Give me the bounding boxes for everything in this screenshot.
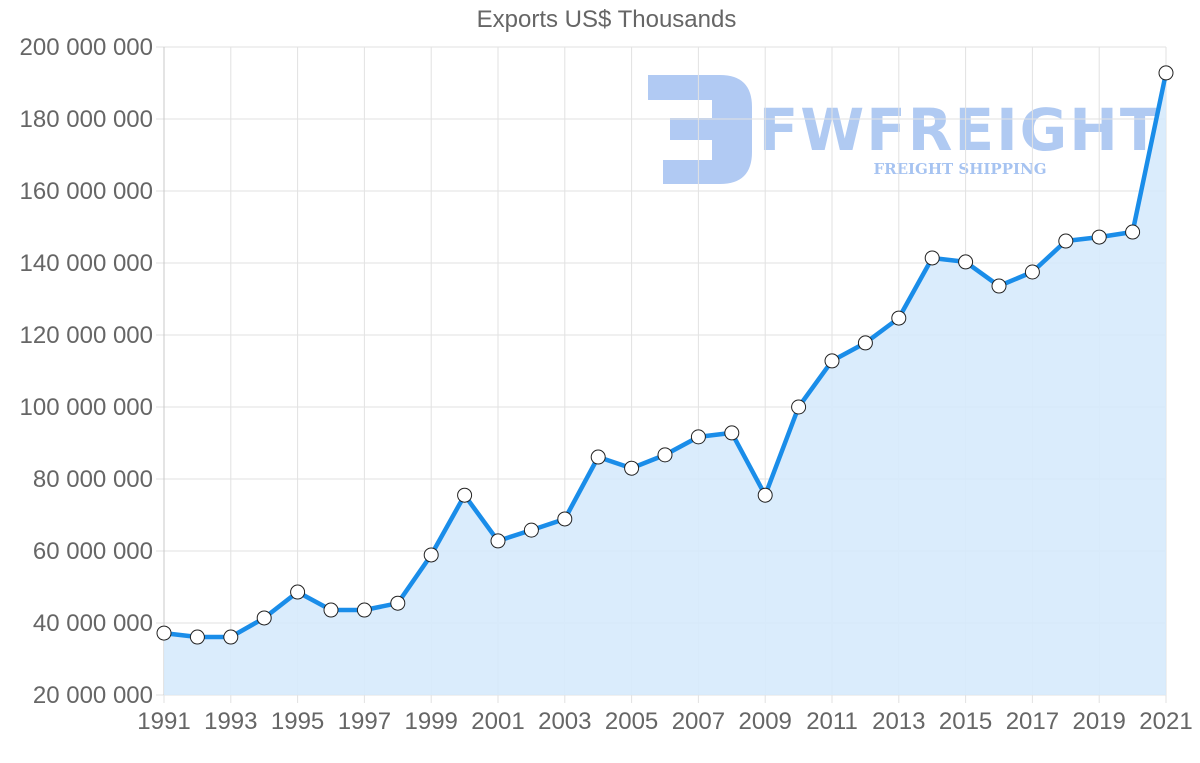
y-tick-label: 160 000 000 — [20, 178, 153, 205]
x-tick-label: 1999 — [405, 708, 458, 735]
x-tick-label: 1993 — [204, 708, 257, 735]
data-point — [356, 602, 372, 618]
data-point — [690, 429, 706, 445]
data-point — [724, 425, 740, 441]
y-tick-label: 200 000 000 — [20, 34, 153, 61]
x-tick-label: 2021 — [1139, 708, 1192, 735]
watermark-tagline: FREIGHT SHIPPING — [873, 160, 1046, 178]
data-point — [457, 487, 473, 503]
data-point — [490, 533, 506, 549]
data-point — [1024, 264, 1040, 280]
x-tick-label: 2013 — [872, 708, 925, 735]
data-point — [991, 278, 1007, 294]
data-point — [1125, 224, 1141, 240]
y-tick-label: 140 000 000 — [20, 250, 153, 277]
data-point — [557, 511, 573, 527]
area-fill — [164, 72, 1166, 695]
data-point — [1158, 65, 1174, 81]
data-point — [657, 447, 673, 463]
area-fill-path — [164, 72, 1166, 695]
data-point — [1058, 233, 1074, 249]
data-point — [390, 595, 406, 611]
x-tick-label: 2003 — [538, 708, 591, 735]
y-tick-label: 80 000 000 — [33, 466, 153, 493]
data-point — [757, 487, 773, 503]
data-point — [924, 250, 940, 266]
data-point — [824, 353, 840, 369]
x-tick-label: 2009 — [739, 708, 792, 735]
y-tick-label: 100 000 000 — [20, 394, 153, 421]
data-point — [290, 584, 306, 600]
data-point — [189, 629, 205, 645]
data-point — [256, 610, 272, 626]
x-axis-labels: 1991 1993 1995 1997 1999 2001 2003 2005 2007 2009… — [137, 708, 1192, 735]
data-point — [523, 522, 539, 538]
data-point — [590, 449, 606, 465]
y-tick-label: 120 000 000 — [20, 322, 153, 349]
x-tick-label: 2005 — [605, 708, 658, 735]
y-tick-label: 40 000 000 — [33, 610, 153, 637]
data-point — [791, 399, 807, 415]
x-tick-label: 2017 — [1006, 708, 1059, 735]
x-tick-label: 2019 — [1073, 708, 1126, 735]
x-tick-label: 2001 — [471, 708, 524, 735]
x-tick-label: 1995 — [271, 708, 324, 735]
data-point — [958, 254, 974, 270]
data-point — [223, 629, 239, 645]
x-tick-label: 2015 — [939, 708, 992, 735]
data-point — [857, 335, 873, 351]
y-tick-label: 180 000 000 — [20, 106, 153, 133]
logo-mark-icon — [648, 75, 752, 184]
x-tick-label: 1997 — [338, 708, 391, 735]
data-point — [423, 547, 439, 563]
x-tick-label: 2007 — [672, 708, 725, 735]
x-tick-label: 1991 — [137, 708, 190, 735]
y-tick-label: 20 000 000 — [33, 682, 153, 709]
x-tick-label: 2011 — [806, 708, 858, 735]
watermark-brand: FWFREIGHT — [759, 96, 1162, 164]
y-tick-label: 60 000 000 — [33, 538, 153, 565]
data-point — [891, 310, 907, 326]
data-point — [323, 602, 339, 618]
data-point — [156, 625, 172, 641]
data-point — [624, 460, 640, 476]
y-axis-labels: 200 000 000 180 000 000 160 000 000 140 000… — [20, 34, 153, 709]
data-point — [1091, 229, 1107, 245]
data-points — [156, 65, 1174, 645]
chart-title: Exports US$ Thousands — [476, 6, 737, 33]
